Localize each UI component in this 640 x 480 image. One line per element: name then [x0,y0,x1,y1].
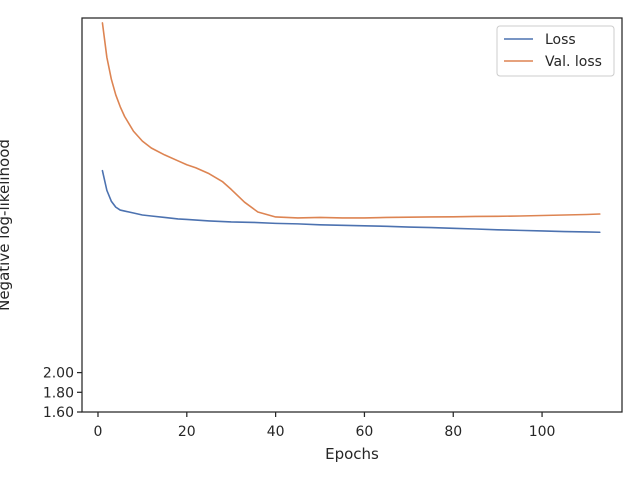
legend-label: Val. loss [545,54,602,70]
x-tick-label: 100 [529,424,556,440]
series-layer [101,22,601,234]
legend: Loss Val. loss [496,25,615,77]
x-tick-label: 80 [444,424,462,440]
x-axis-label: Epochs [325,445,379,463]
y-axis: 1.60 1.80 2.00 [43,366,82,421]
x-tick-label: 20 [178,424,196,440]
x-tick-label: 40 [267,424,285,440]
plot-frame [81,17,623,413]
y-axis-label: Negative log-likelihood [0,139,13,311]
series-line-val-loss [101,22,601,219]
y-tick-label: 1.60 [43,405,74,421]
series-line-loss [101,169,601,234]
x-tick-label: 60 [356,424,374,440]
y-tick-label: 1.80 [43,385,74,401]
x-axis: 0 20 40 60 80 100 [94,412,556,440]
legend-label: Loss [545,32,576,48]
x-tick-label: 0 [94,424,103,440]
y-tick-label: 2.00 [43,366,74,382]
